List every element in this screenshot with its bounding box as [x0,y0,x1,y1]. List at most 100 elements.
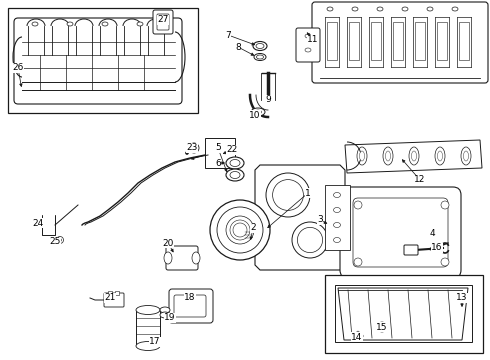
Bar [136,310,160,346]
Text: 20: 20 [162,238,173,248]
Circle shape [210,200,270,260]
Bar [393,22,403,60]
Ellipse shape [254,110,262,114]
Text: 16: 16 [431,243,443,252]
Circle shape [441,258,449,266]
Bar [327,22,337,60]
Text: 1: 1 [305,189,311,198]
Polygon shape [255,165,345,270]
Ellipse shape [305,34,311,38]
Ellipse shape [226,157,244,169]
Ellipse shape [412,151,416,161]
Ellipse shape [464,151,468,161]
Ellipse shape [360,151,365,161]
Circle shape [441,201,449,209]
Polygon shape [335,285,472,342]
Ellipse shape [256,44,264,49]
Circle shape [379,324,385,329]
Ellipse shape [438,151,442,161]
FancyBboxPatch shape [404,245,418,255]
Polygon shape [345,140,482,173]
Ellipse shape [137,22,143,26]
Text: 14: 14 [351,333,363,342]
Text: 27: 27 [157,15,169,24]
Text: 9: 9 [265,95,271,104]
Ellipse shape [136,306,160,315]
Ellipse shape [164,252,172,264]
FancyBboxPatch shape [104,293,124,307]
Bar [437,22,447,60]
Ellipse shape [427,7,433,11]
Bar [108,291,112,295]
Bar [115,291,119,295]
Text: 12: 12 [415,175,426,184]
Ellipse shape [305,48,311,52]
Ellipse shape [251,108,265,116]
Text: 22: 22 [226,145,238,154]
FancyBboxPatch shape [169,289,213,323]
Text: 25: 25 [49,238,61,247]
Circle shape [354,201,362,209]
Text: 24: 24 [32,219,44,228]
Text: 18: 18 [184,293,196,302]
Circle shape [56,237,64,243]
Ellipse shape [327,7,333,11]
Ellipse shape [230,159,240,166]
Text: 8: 8 [235,42,241,51]
FancyBboxPatch shape [14,18,182,104]
Circle shape [192,145,196,150]
Ellipse shape [160,307,170,313]
Ellipse shape [452,7,458,11]
Text: 3: 3 [317,216,323,225]
Text: 7: 7 [225,31,231,40]
Text: 11: 11 [307,36,319,45]
Circle shape [189,143,199,153]
Ellipse shape [383,147,393,165]
Bar [415,22,425,60]
Text: 2: 2 [250,224,256,233]
Text: 17: 17 [149,338,161,346]
Text: 15: 15 [376,323,388,332]
Text: 21: 21 [104,293,116,302]
Ellipse shape [226,169,244,181]
Ellipse shape [266,173,310,217]
Bar [205,138,235,168]
Polygon shape [338,288,468,340]
Ellipse shape [244,229,252,241]
FancyBboxPatch shape [296,28,320,62]
Ellipse shape [32,22,38,26]
Text: 19: 19 [164,314,176,323]
Text: 26: 26 [12,63,24,72]
FancyBboxPatch shape [353,198,448,267]
Bar [325,275,483,353]
Ellipse shape [352,7,358,11]
Text: 5: 5 [215,144,221,153]
Ellipse shape [435,147,445,165]
Bar [371,22,381,60]
Ellipse shape [254,54,266,60]
Ellipse shape [256,55,264,59]
Ellipse shape [334,207,341,212]
Ellipse shape [402,7,408,11]
Ellipse shape [334,238,341,243]
Ellipse shape [409,147,419,165]
Bar [349,22,359,60]
Circle shape [377,322,387,332]
Bar [459,22,469,60]
FancyBboxPatch shape [312,2,488,83]
Ellipse shape [461,147,471,165]
FancyBboxPatch shape [153,10,173,34]
Circle shape [186,152,189,154]
Ellipse shape [192,252,200,264]
Text: 23: 23 [186,144,197,153]
Ellipse shape [334,222,341,228]
FancyBboxPatch shape [157,14,169,30]
Ellipse shape [292,222,328,258]
Ellipse shape [297,228,322,253]
Text: 13: 13 [456,293,468,302]
Text: 10: 10 [249,111,261,120]
FancyBboxPatch shape [166,246,198,270]
Ellipse shape [353,333,363,339]
Ellipse shape [253,41,267,50]
Bar [8,8,198,113]
